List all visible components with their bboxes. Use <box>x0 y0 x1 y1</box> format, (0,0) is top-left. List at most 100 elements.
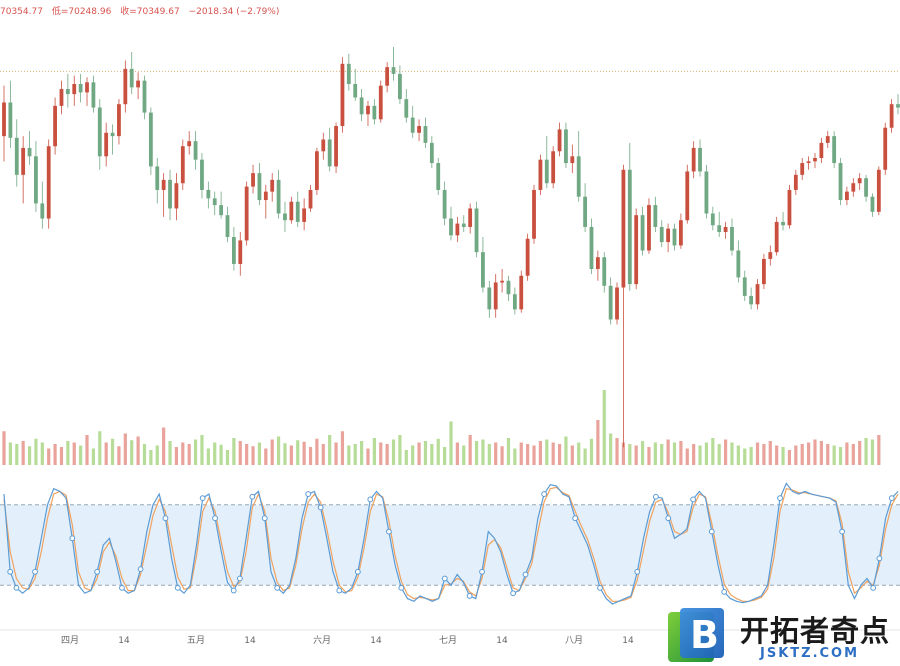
candle <box>621 164 626 448</box>
candle <box>442 181 447 226</box>
candle <box>774 216 779 256</box>
candle-body <box>685 171 690 221</box>
candle-body <box>851 183 856 192</box>
candle <box>704 164 709 219</box>
volume-bar <box>193 439 198 465</box>
stochastic-cross-marker <box>274 584 281 591</box>
candle-body <box>46 146 51 219</box>
volume-bar <box>749 447 753 465</box>
stochastic-cross-marker <box>261 515 268 522</box>
candle-body <box>691 147 696 172</box>
candle <box>117 99 121 145</box>
candle-body <box>251 173 255 187</box>
volume-bar <box>2 431 6 465</box>
candlestick-series <box>2 47 900 448</box>
volume-bar <box>666 439 670 465</box>
volume-bar <box>653 442 657 465</box>
volume-bar <box>257 442 262 465</box>
x-axis-label: 八月 <box>565 635 583 646</box>
candle-body <box>838 163 843 201</box>
candle-body <box>168 179 172 209</box>
volume-bar <box>391 439 396 465</box>
candle-body <box>730 226 734 251</box>
volume-bar <box>615 438 619 465</box>
candle-body <box>481 252 485 288</box>
volume-bar <box>519 442 523 465</box>
candle <box>142 75 147 120</box>
candle <box>455 216 460 243</box>
candle-body <box>315 151 319 190</box>
stochastic-cross-marker <box>174 584 181 591</box>
volume-bar <box>47 448 51 465</box>
volume-bar <box>110 438 115 465</box>
candle-body <box>404 99 409 118</box>
volume-bar <box>436 438 440 465</box>
candle-body <box>206 189 211 199</box>
volume-bar <box>443 447 447 465</box>
candle-body <box>525 238 530 276</box>
candle <box>398 65 402 105</box>
volume-bar <box>794 445 798 465</box>
volume-bar <box>411 445 415 465</box>
brand-logo-icon: B <box>668 608 724 662</box>
volume-bar <box>27 446 32 465</box>
candle <box>832 131 837 169</box>
brand-name-en: JSKTZ.COM <box>760 646 860 661</box>
candle <box>315 147 319 195</box>
volume-bar <box>640 441 645 465</box>
candle-body <box>876 169 881 212</box>
candle <box>212 191 217 216</box>
candle <box>225 206 230 243</box>
candle <box>825 131 830 148</box>
candle-body <box>698 147 702 172</box>
candle <box>589 218 594 275</box>
volume-bar <box>123 433 127 465</box>
candle-body <box>34 156 38 204</box>
candle-body <box>289 201 294 221</box>
volume-bar <box>225 450 230 465</box>
candle <box>270 173 275 202</box>
candle <box>583 183 587 232</box>
candle-body <box>493 282 498 310</box>
volume-bar <box>532 445 536 465</box>
volume-bar <box>647 447 651 465</box>
volume-bar <box>755 442 760 465</box>
candle <box>206 181 211 209</box>
candle-body <box>53 105 57 147</box>
volume-bar <box>334 442 338 465</box>
stochastic-cross-marker <box>634 568 641 575</box>
candle <box>813 152 817 169</box>
candle-body <box>91 82 96 108</box>
candle <box>327 127 332 172</box>
candle-body <box>487 287 492 310</box>
candle-body <box>621 169 626 288</box>
candle <box>429 136 434 169</box>
candle <box>883 122 888 175</box>
candle-body <box>391 67 396 74</box>
volume-bar <box>526 444 530 465</box>
volume-bar <box>213 442 217 465</box>
volume-bar <box>621 442 626 465</box>
candle <box>385 62 390 93</box>
stochastic-band <box>0 504 900 586</box>
candle-body <box>762 258 766 285</box>
stochastic-cross-marker <box>398 584 405 591</box>
volume-bars <box>2 390 881 465</box>
candle-body <box>283 213 287 221</box>
volume-bar <box>589 438 594 465</box>
candle <box>468 203 473 234</box>
candle-body <box>551 151 556 184</box>
stochastic-cross-marker <box>7 568 14 575</box>
candle-body <box>449 218 453 236</box>
candle-body <box>519 275 524 310</box>
volume-bar <box>21 441 25 465</box>
volume-bar <box>302 441 306 465</box>
candle-body <box>615 287 619 320</box>
candle <box>436 158 441 195</box>
volume-bar <box>98 431 102 465</box>
candle <box>845 186 849 206</box>
candle-body <box>21 147 26 175</box>
candle-body <box>570 156 575 164</box>
candle-body <box>2 102 6 137</box>
